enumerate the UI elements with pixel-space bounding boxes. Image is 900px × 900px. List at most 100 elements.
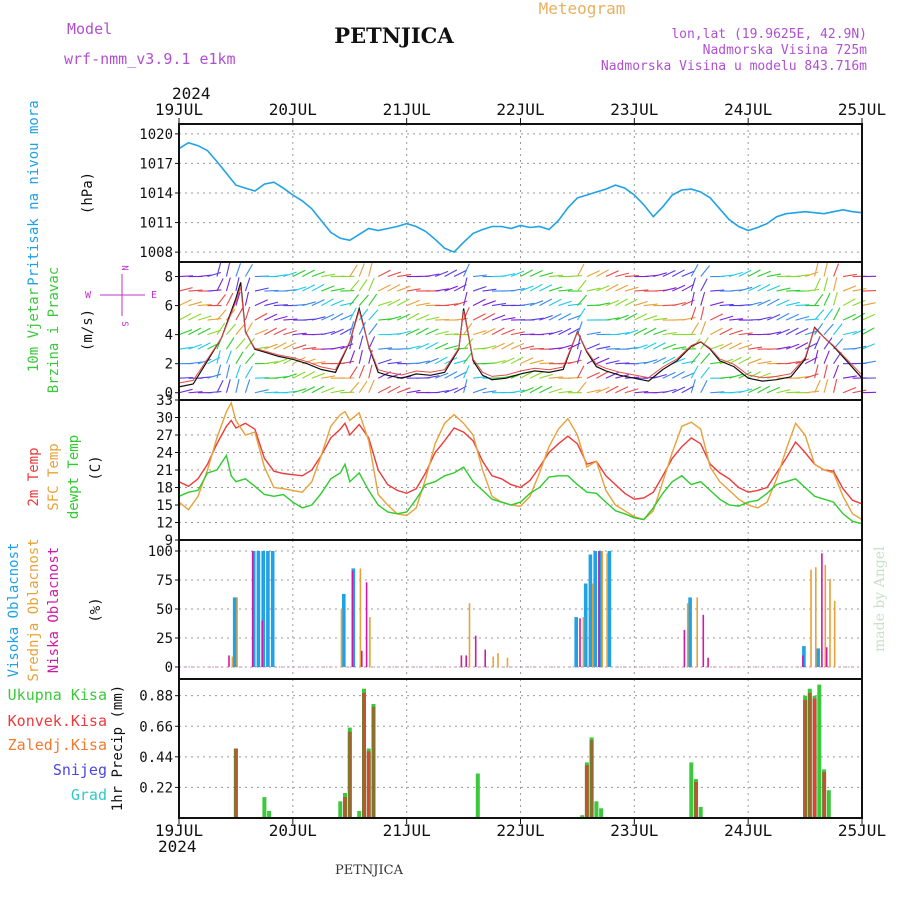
sfc-axis-label: SFC Temp bbox=[46, 443, 62, 510]
wind-barb bbox=[292, 286, 307, 292]
rain-total-bar bbox=[817, 684, 822, 818]
wind-barb bbox=[615, 362, 630, 365]
wind-barb bbox=[605, 371, 619, 379]
wind-barb bbox=[387, 385, 401, 394]
wind-barb bbox=[358, 308, 369, 321]
wind-barb bbox=[302, 346, 317, 350]
wind-barb bbox=[605, 270, 619, 278]
wind-barb bbox=[235, 338, 246, 350]
wind-barb bbox=[444, 303, 459, 307]
wind-barb bbox=[349, 321, 355, 335]
wind-barb bbox=[662, 270, 676, 278]
wind-barb bbox=[453, 371, 467, 379]
wind-barb bbox=[700, 306, 705, 321]
wind-barb bbox=[435, 390, 450, 394]
wind-barb bbox=[264, 327, 277, 336]
wind-barb bbox=[747, 358, 762, 365]
wind-barb bbox=[548, 329, 563, 336]
wind-barb bbox=[681, 385, 695, 394]
wind-barb bbox=[776, 328, 790, 336]
wind-barb bbox=[216, 294, 226, 306]
wind-barb bbox=[776, 299, 790, 307]
rain-convective-core bbox=[823, 772, 825, 818]
y-tick-label: 0 bbox=[165, 386, 173, 402]
cloud-bar bbox=[251, 551, 254, 667]
wind-barb bbox=[225, 364, 231, 379]
wind-barb bbox=[700, 352, 711, 365]
wind-barb bbox=[453, 300, 468, 307]
wind-barb bbox=[748, 346, 763, 350]
wind-barb bbox=[634, 344, 648, 350]
wind-dir-west: W bbox=[85, 290, 92, 301]
wind-barb bbox=[244, 264, 253, 277]
top-date-label: 19JUL bbox=[155, 100, 203, 119]
wind-barb bbox=[444, 285, 458, 292]
year-label-bottom: 2024 bbox=[158, 837, 197, 856]
wind-barb bbox=[482, 345, 497, 350]
wind-barb bbox=[672, 371, 685, 379]
wind-barb bbox=[520, 387, 534, 394]
wind-barb bbox=[662, 388, 677, 394]
wind-barb bbox=[520, 357, 534, 365]
wind-barb bbox=[283, 342, 297, 350]
cloud-bar bbox=[351, 568, 356, 667]
wind-barb bbox=[340, 391, 355, 394]
cloud-bar bbox=[606, 553, 608, 667]
wind-barb bbox=[330, 328, 344, 336]
wind-barb bbox=[188, 391, 203, 394]
wind-barb bbox=[349, 366, 358, 379]
wind-axis-label-2: Brzina i Pravac bbox=[46, 267, 62, 393]
wind-barb bbox=[321, 330, 336, 336]
wind-barb bbox=[548, 376, 563, 379]
wind-barb bbox=[254, 287, 269, 292]
wind-barb bbox=[605, 360, 620, 365]
credit-watermark: made by Angel bbox=[872, 546, 888, 652]
wind-barb bbox=[529, 270, 543, 278]
wind-barb bbox=[757, 360, 772, 365]
wind-barb bbox=[690, 352, 701, 365]
wind-barb bbox=[520, 269, 534, 278]
wind-barb bbox=[700, 337, 709, 350]
wind-barb bbox=[558, 344, 573, 350]
mid-cloud-axis-label: Srednja Oblacnost bbox=[26, 538, 42, 681]
wind-barb bbox=[615, 298, 628, 307]
wind-barb bbox=[795, 304, 810, 307]
wind-barb bbox=[681, 316, 696, 321]
y-tick-label: 9 bbox=[165, 533, 173, 549]
wind-unit-label: (m/s) bbox=[80, 309, 96, 351]
wind-barb bbox=[358, 263, 365, 277]
wind-barb bbox=[235, 263, 242, 277]
wind-barb bbox=[387, 315, 402, 321]
wind-barb bbox=[510, 270, 525, 278]
wind-barb bbox=[690, 291, 695, 306]
bottom-date-label: 19JUL bbox=[155, 821, 203, 840]
cloud-bar bbox=[465, 655, 467, 667]
cloud-bar bbox=[460, 655, 463, 667]
wind-barb bbox=[406, 328, 420, 336]
wind-barb bbox=[567, 275, 582, 278]
rain-convective-core bbox=[344, 797, 346, 818]
legend-convective-rain: Konvek.Kisa bbox=[8, 712, 107, 730]
wind-barb bbox=[387, 298, 401, 307]
wind-barb bbox=[510, 287, 525, 292]
wind-barb bbox=[861, 327, 875, 336]
cloud-bar bbox=[833, 600, 836, 667]
wind-barb bbox=[321, 285, 335, 292]
wind-barb bbox=[188, 301, 203, 307]
cloud-bar bbox=[497, 653, 499, 667]
rain-total-bar bbox=[580, 815, 585, 818]
wind-barb bbox=[311, 385, 325, 394]
wind-barb bbox=[738, 388, 753, 394]
wind-barb bbox=[178, 275, 194, 278]
wind-barb bbox=[576, 308, 586, 321]
cloud-unit-label: (%) bbox=[88, 597, 104, 622]
model-name: wrf-nmm_v3.9.1 e1km bbox=[64, 50, 236, 68]
cloud-bar bbox=[802, 646, 806, 667]
cloud-bar bbox=[707, 657, 709, 667]
wind-barb bbox=[273, 315, 288, 321]
wind-barb bbox=[766, 285, 781, 292]
legend-total-rain: Ukupna Kisa bbox=[8, 686, 107, 704]
rain-total-bar bbox=[594, 801, 599, 818]
wind-barb bbox=[558, 300, 572, 307]
wind-barb bbox=[444, 387, 458, 394]
